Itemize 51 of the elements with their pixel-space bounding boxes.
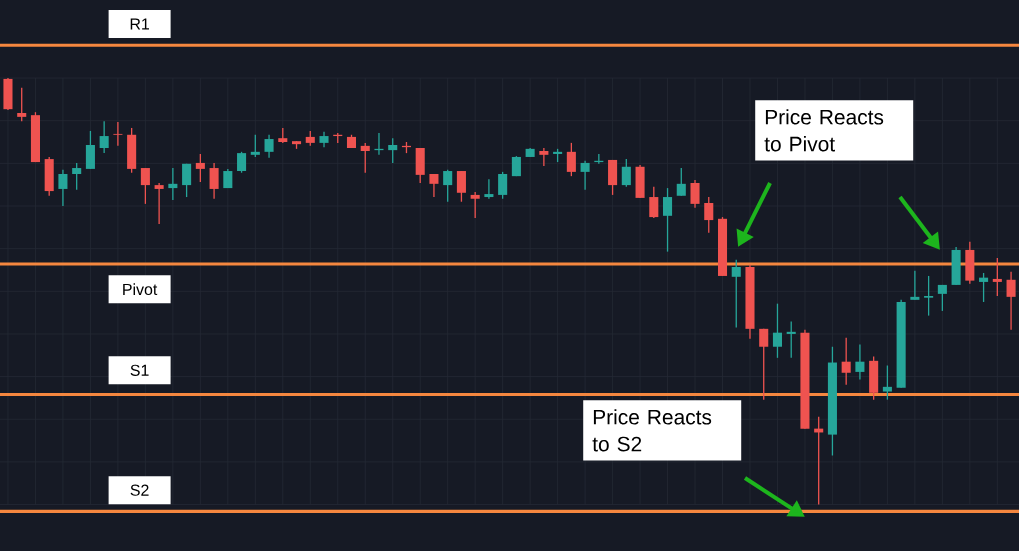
candlestick (209, 162, 219, 200)
candlestick (772, 303, 782, 359)
candlestick (663, 187, 673, 253)
annotation: Price Reacts to S2 (592, 409, 712, 452)
candlestick (704, 196, 714, 234)
candlestick (140, 167, 150, 205)
candlestick (910, 270, 920, 301)
candlestick (237, 151, 247, 174)
candlestick (786, 320, 796, 359)
candlestick (388, 137, 398, 164)
candlestick (17, 87, 27, 122)
candlestick (731, 259, 741, 329)
candlestick (580, 160, 590, 191)
annotation: Price Reacts to Pivot (764, 109, 884, 152)
ref-line-label: Pivot (123, 283, 158, 296)
candlestick (676, 167, 686, 197)
candlestick (924, 275, 934, 317)
candlestick (264, 134, 274, 159)
ref-line-label: S2 (130, 484, 149, 496)
candlestick (429, 173, 439, 198)
ref-line-label: R1 (130, 18, 150, 30)
candlestick (566, 142, 576, 177)
candlestick (649, 186, 659, 219)
candlestick (992, 257, 1002, 297)
candlestick (443, 169, 453, 203)
candlestick (539, 147, 549, 167)
candlestick (195, 153, 205, 183)
candlestick (690, 179, 700, 209)
candlestick (841, 337, 851, 386)
candlestick (72, 162, 82, 191)
candlestick (882, 364, 892, 401)
candlestick (113, 121, 123, 147)
candlestick (621, 158, 631, 188)
candlestick (99, 120, 109, 154)
candlestick (979, 272, 989, 303)
candlestick (58, 169, 68, 207)
candlestick (1006, 271, 1016, 331)
candlestick (85, 130, 95, 170)
candlestick (498, 171, 508, 200)
candlestick (168, 167, 178, 201)
ref-line-label: S1 (130, 364, 149, 376)
candlestick (759, 328, 769, 401)
candlestick (360, 142, 370, 174)
candlestick (937, 284, 947, 312)
candlestick (182, 163, 192, 198)
candlestick (154, 182, 164, 225)
candlestick (855, 343, 865, 381)
candlestick (484, 178, 494, 200)
candlestick (470, 191, 480, 219)
candlestick (250, 134, 260, 158)
candlestick (456, 170, 466, 203)
